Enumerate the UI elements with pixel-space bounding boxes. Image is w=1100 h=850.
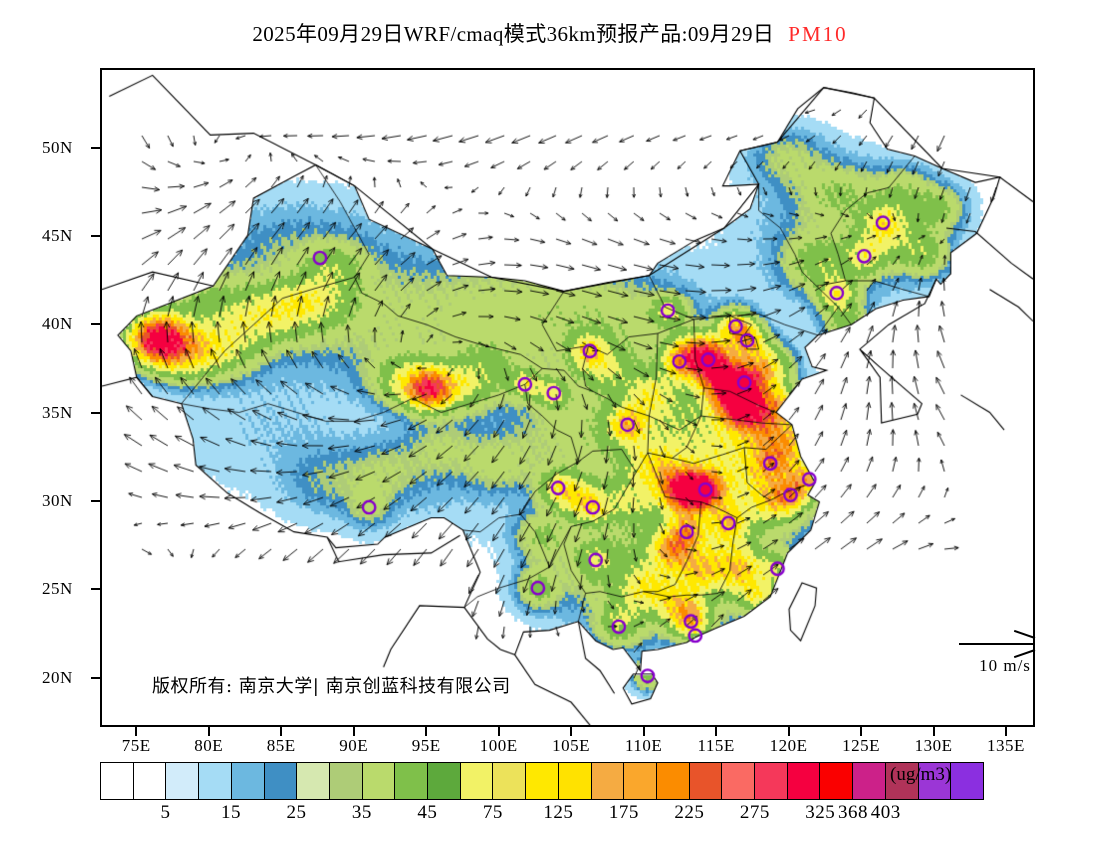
colorbar-tick-label: 225 (674, 802, 705, 823)
colorbar-tick-label: 5 (160, 802, 171, 823)
colorbar-tick-label: 125 (543, 802, 574, 823)
colorbar-segment (428, 763, 461, 799)
x-axis-tick-mark (860, 727, 863, 736)
colorbar-tick-label: 275 (739, 802, 770, 823)
y-axis-tick-label: 25N (42, 579, 73, 599)
colorbar-tick-label: 368 (838, 802, 869, 823)
colorbar-segment (853, 763, 886, 799)
colorbar-segment (329, 763, 363, 799)
x-axis-tick-label: 90E (339, 736, 369, 755)
y-axis-tick-mark (91, 411, 100, 414)
colorbar-segment (101, 763, 134, 799)
wind-scale-legend: 10 m/s (955, 629, 1055, 676)
colorbar-tick-label: 25 (286, 802, 307, 823)
colorbar-segment (166, 763, 200, 799)
x-axis-tick-label: 110E (624, 736, 663, 755)
colorbar-units-label: (ug/m3) (890, 764, 952, 785)
y-axis-tick-label: 50N (42, 137, 73, 157)
colorbar-segment (199, 763, 232, 799)
title-species-text: PM10 (788, 22, 848, 46)
y-axis-tick-label: 45N (42, 225, 73, 245)
y-axis-tick-mark (91, 323, 100, 326)
map-plot-frame[interactable] (100, 68, 1035, 727)
y-axis-tick-mark (91, 588, 100, 591)
colorbar-tick-label: 15 (220, 802, 241, 823)
x-axis-tick-mark (207, 727, 210, 736)
wind-scale-label: 10 m/s (979, 656, 1031, 675)
wind-arrow-icon (955, 629, 1055, 659)
y-axis-tick-label: 20N (42, 667, 73, 687)
pm10-concentration-map[interactable] (102, 70, 1033, 725)
x-axis-tick-mark (642, 727, 645, 736)
x-axis-tick-mark (1005, 727, 1007, 736)
colorbar-segment (755, 763, 788, 799)
x-axis-tick-mark (425, 727, 428, 736)
colorbar-tick-label: 325 (805, 802, 836, 823)
colorbar-segment (231, 763, 265, 799)
colorbar-segment (395, 763, 429, 799)
colorbar-tick-label: 175 (608, 802, 639, 823)
x-axis-tick-mark (135, 727, 138, 736)
y-axis-tick-label: 30N (42, 490, 73, 510)
colorbar-tick-label: 403 (870, 802, 901, 823)
colorbar-segment (297, 763, 330, 799)
colorbar-segment (624, 763, 657, 799)
y-axis-tick-label: 40N (42, 314, 73, 334)
x-axis-tick-label: 130E (914, 736, 953, 755)
x-axis-tick-label: 120E (769, 736, 808, 755)
x-axis-tick-label: 115E (697, 736, 735, 755)
title-main-text: 2025年09月29日WRF/cmaq模式36km预报产品:09月29日 (252, 22, 775, 46)
y-axis-tick-mark (91, 234, 100, 237)
colorbar-segment (558, 763, 592, 799)
colorbar-tick-labels: 5 15 25 35 45 75 125 175 225 275 325 368 403 (100, 800, 984, 828)
x-axis-tick-mark (715, 727, 718, 736)
copyright-notice: 版权所有: 南京大学| 南京创蓝科技有限公司 (152, 676, 511, 697)
x-axis-tick-label: 100E (479, 736, 518, 755)
colorbar-segment (787, 763, 821, 799)
colorbar-tick-label: 45 (417, 802, 438, 823)
colorbar-segment (656, 763, 690, 799)
colorbar-segment (689, 763, 723, 799)
colorbar-segment (820, 763, 854, 799)
x-axis-tick-label: 80E (194, 736, 224, 755)
y-axis-tick-mark (91, 146, 100, 149)
x-axis-tick-mark (497, 727, 500, 736)
x-axis-tick-mark (280, 727, 283, 736)
x-axis-tick-label: 135E (987, 736, 1025, 755)
colorbar-segment (951, 763, 983, 799)
x-axis-tick-mark (932, 727, 935, 736)
colorbar-segment (264, 763, 298, 799)
x-axis-tick-mark (787, 727, 790, 736)
page-title: 2025年09月29日WRF/cmaq模式36km预报产品:09月29日 PM10 (0, 18, 1100, 48)
x-axis-tick-label: 105E (552, 736, 591, 755)
colorbar-legend: 5 15 25 35 45 75 125 175 225 275 325 368 403 (100, 762, 1035, 828)
x-axis-tick-mark (352, 727, 355, 736)
colorbar-segment (885, 763, 919, 799)
y-axis-tick-label: 35N (42, 402, 73, 422)
x-axis-tick-label: 75E (121, 736, 151, 755)
colorbar-segment (722, 763, 756, 799)
colorbar-segment (460, 763, 494, 799)
y-axis-tick-mark (91, 676, 100, 679)
x-axis-tick-mark (570, 727, 573, 736)
colorbar-swatches[interactable] (100, 762, 984, 800)
colorbar-tick-label: 35 (351, 802, 372, 823)
y-axis-tick-mark (91, 499, 100, 502)
colorbar-segment (362, 763, 396, 799)
x-axis-tick-label: 85E (266, 736, 296, 755)
x-axis-tick-label: 125E (842, 736, 880, 755)
colorbar-segment (526, 763, 559, 799)
colorbar-segment (591, 763, 625, 799)
colorbar-segment (493, 763, 527, 799)
colorbar-tick-label: 75 (482, 802, 503, 823)
x-axis-tick-label: 95E (411, 736, 441, 755)
colorbar-segment (918, 763, 952, 799)
colorbar-segment (133, 763, 167, 799)
